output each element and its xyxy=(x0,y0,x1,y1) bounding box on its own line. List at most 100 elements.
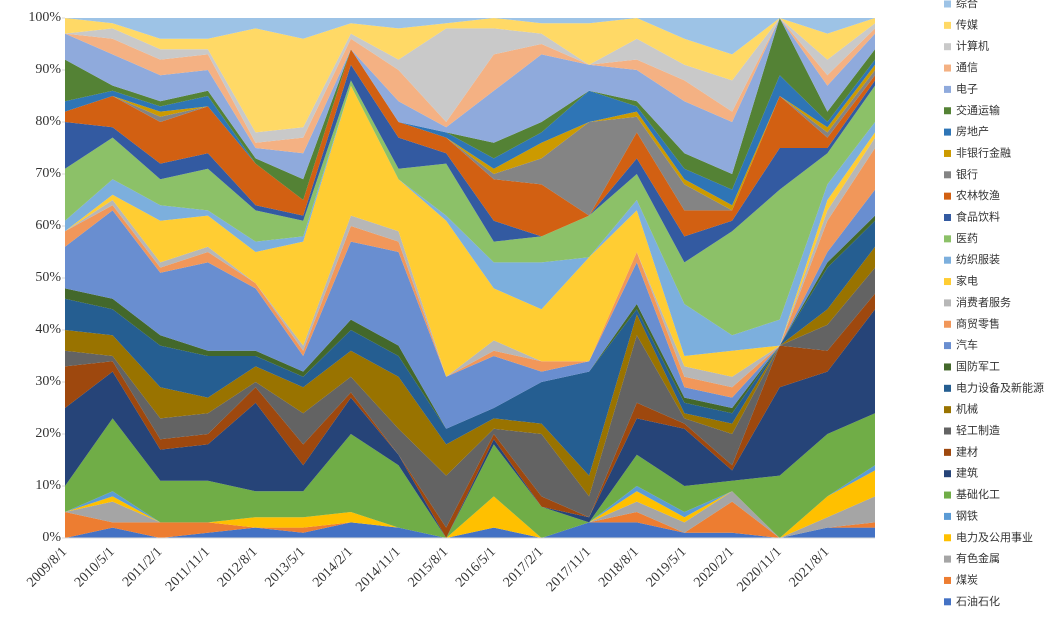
area xyxy=(65,49,875,206)
x-tick-label: 2012/8/1 xyxy=(215,544,261,590)
legend-label: 银行 xyxy=(956,167,978,181)
legend-label: 建材 xyxy=(956,444,978,458)
x-tick-label: 2011/2/1 xyxy=(120,544,165,589)
x-tick-label: 2016/5/1 xyxy=(453,544,499,590)
legend-label: 汽车 xyxy=(956,338,978,352)
legend-swatch xyxy=(944,342,951,350)
legend-swatch xyxy=(944,534,951,542)
legend-swatch xyxy=(944,448,951,456)
area xyxy=(65,267,875,528)
legend-swatch xyxy=(944,192,951,200)
area xyxy=(65,522,875,538)
x-tick-label: 2017/11/1 xyxy=(544,544,594,594)
legend-label: 纺织服装 xyxy=(956,252,1000,266)
area xyxy=(65,80,875,336)
area xyxy=(65,18,875,180)
area xyxy=(65,18,875,55)
area xyxy=(65,85,875,356)
legend-swatch xyxy=(944,214,951,221)
legend-label: 电力设备及新能源 xyxy=(956,380,1044,394)
area xyxy=(65,189,875,429)
area xyxy=(65,220,875,476)
y-tick-label: 90% xyxy=(35,62,61,77)
legend-label: 商贸零售 xyxy=(956,316,1000,330)
y-tick-label: 70% xyxy=(35,166,61,181)
x-tick-label: 2015/8/1 xyxy=(405,544,451,590)
legend-label: 石油石化 xyxy=(956,594,1000,608)
legend-swatch xyxy=(944,427,951,435)
legend-swatch xyxy=(944,512,951,520)
x-tick-label: 2018/8/1 xyxy=(596,544,642,590)
legend-swatch xyxy=(944,320,951,328)
legend-label: 计算机 xyxy=(956,39,989,53)
area xyxy=(65,18,875,133)
legend-swatch xyxy=(944,21,951,29)
x-tick-label: 2011/11/1 xyxy=(163,544,213,594)
y-tick-label: 20% xyxy=(35,426,61,441)
area xyxy=(65,309,875,538)
y-tick-label: 30% xyxy=(35,374,61,389)
y-tick-label: 0% xyxy=(42,530,61,545)
legend-swatch xyxy=(944,235,951,243)
area xyxy=(65,501,875,538)
area xyxy=(65,18,875,143)
legend-label: 非银行金融 xyxy=(956,145,1011,159)
area xyxy=(65,85,875,377)
y-tick-label: 10% xyxy=(35,478,61,493)
legend-label: 食品饮料 xyxy=(956,210,1000,224)
area xyxy=(65,215,875,429)
legend-swatch xyxy=(944,363,951,371)
legend-label: 传媒 xyxy=(956,18,978,31)
area xyxy=(65,246,875,497)
legend-swatch xyxy=(944,85,951,93)
area xyxy=(65,293,875,538)
area xyxy=(65,148,875,398)
legend-label: 医药 xyxy=(956,232,978,245)
x-tick-label: 2020/2/1 xyxy=(691,544,737,590)
legend-label: 煤炭 xyxy=(956,573,978,586)
x-tick-label: 2009/8/1 xyxy=(24,544,70,590)
legend-label: 通信 xyxy=(956,61,978,74)
x-tick-label: 2020/11/1 xyxy=(734,544,784,594)
legend-swatch xyxy=(944,278,951,286)
legend-label: 电子 xyxy=(956,82,978,95)
legend-swatch xyxy=(944,128,951,136)
legend-swatch xyxy=(944,598,951,606)
x-tick-label: 2014/2/1 xyxy=(310,544,356,590)
area xyxy=(65,49,875,237)
legend-swatch xyxy=(944,149,951,157)
x-tick-label: 2021/8/1 xyxy=(787,544,833,590)
x-tick-label: 2014/11/1 xyxy=(353,544,403,594)
area xyxy=(65,49,875,216)
legend-label: 交通运输 xyxy=(956,103,1000,117)
x-tick-label: 2019/5/1 xyxy=(644,544,690,590)
legend-swatch xyxy=(944,256,951,264)
legend-swatch xyxy=(944,64,951,72)
legend-label: 家电 xyxy=(956,274,978,288)
area xyxy=(65,465,875,538)
y-tick-label: 40% xyxy=(35,322,61,337)
legend-swatch xyxy=(944,171,951,179)
legend-swatch xyxy=(944,470,951,478)
x-tick-label: 2017/2/1 xyxy=(501,544,547,590)
legend-swatch xyxy=(944,384,951,392)
area xyxy=(65,137,875,388)
legend-swatch xyxy=(944,555,951,563)
legend-label: 消费者服务 xyxy=(956,295,1011,309)
legend-swatch xyxy=(944,576,951,584)
legend-swatch xyxy=(944,299,951,307)
area xyxy=(65,413,875,538)
y-tick-label: 100% xyxy=(28,10,61,25)
legend-label: 钢铁 xyxy=(956,509,978,522)
legend-label: 轻工制造 xyxy=(956,423,1000,437)
legend-label: 房地产 xyxy=(956,124,989,138)
legend-label: 电力及公用事业 xyxy=(956,531,1033,544)
legend-label: 综合 xyxy=(956,0,978,10)
area xyxy=(65,491,875,538)
legend-swatch xyxy=(944,107,951,115)
y-tick-label: 50% xyxy=(35,270,61,285)
legend-swatch xyxy=(944,406,951,414)
x-tick-label: 2010/5/1 xyxy=(72,544,118,590)
y-tick-label: 80% xyxy=(35,114,61,129)
